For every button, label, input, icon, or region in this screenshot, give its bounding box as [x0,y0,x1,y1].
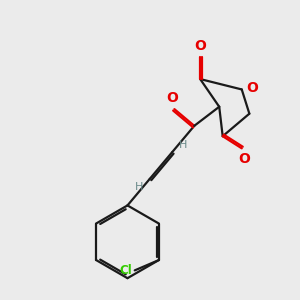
Text: H: H [134,182,143,192]
Text: O: O [238,152,250,167]
Text: Cl: Cl [119,264,132,277]
Text: H: H [179,140,187,150]
Text: O: O [194,39,206,53]
Text: O: O [246,81,258,95]
Text: O: O [167,91,178,105]
